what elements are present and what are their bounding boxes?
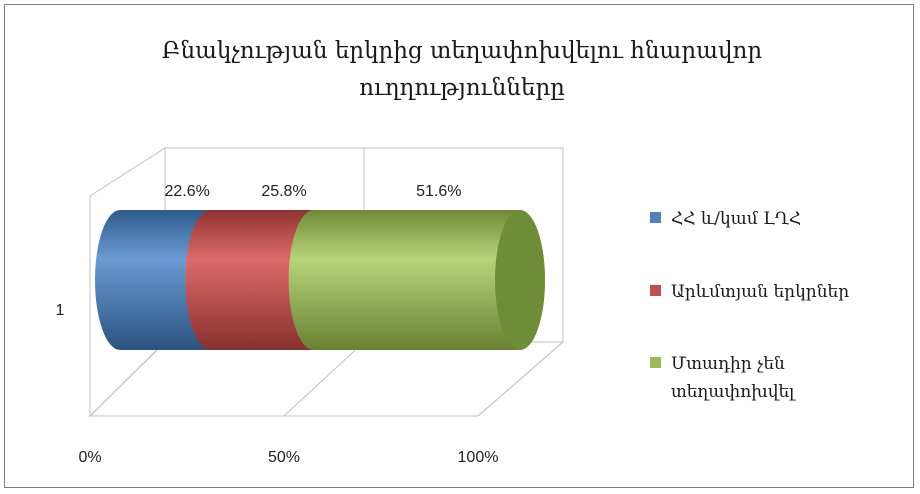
legend-label-2: Արևմտյան երկրներ — [671, 282, 849, 302]
data-label-1: 22.6% — [165, 183, 210, 200]
legend-swatch-2 — [650, 285, 661, 296]
data-labels: 22.6% 25.8% 51.6% — [165, 183, 462, 200]
y-category-label: 1 — [56, 302, 65, 319]
legend-label-3: Մտադիր չեն տեղափոխվել — [671, 354, 796, 402]
bar-segment-3 — [288, 210, 545, 350]
x-tick-label-2: 50% — [268, 449, 300, 466]
floor-grid-line-2 — [283, 341, 365, 417]
floor — [88, 341, 565, 417]
x-tick-label-1: 0% — [78, 449, 101, 466]
data-label-2: 25.8% — [261, 183, 306, 200]
bar-series — [95, 210, 545, 350]
data-label-3: 51.6% — [416, 183, 461, 200]
legend-swatch-1 — [650, 212, 661, 223]
chart-title: Բնակչության երկրից տեղափոխվելու հնարավոր… — [162, 38, 763, 101]
chart-title-line-1: Բնակչության երկրից տեղափոխվելու հնարավոր — [162, 38, 763, 64]
bar-end-cap — [495, 210, 545, 350]
floor-grid-line-1 — [89, 341, 166, 417]
chart-title-line-2: ուղղությունները — [359, 75, 565, 101]
legend-label-1: ՀՀ և/կամ ԼՂՀ — [671, 209, 801, 229]
x-tick-label-3: 100% — [458, 449, 499, 466]
legend-swatch-3 — [650, 357, 661, 368]
legend: ՀՀ և/կամ ԼՂՀ Արևմտյան երկրներ Մտադիր չեն… — [650, 209, 849, 402]
floor-grid-line-3 — [477, 341, 564, 417]
x-axis: 0% 50% 100% — [78, 449, 498, 466]
